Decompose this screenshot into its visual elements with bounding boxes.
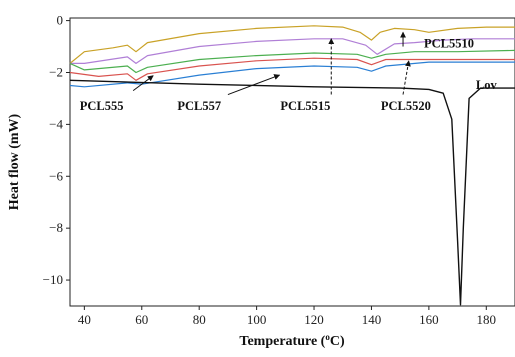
series-line-gold — [69, 25, 515, 64]
annotation-arrow-pcl5520 — [402, 60, 411, 95]
arrow-layer — [132, 31, 411, 96]
series-layer — [69, 25, 515, 306]
x-tick-label: 60 — [135, 312, 148, 327]
x-tick-label: 40 — [78, 312, 91, 327]
series-label-pcl5520: PCL5520 — [381, 99, 431, 113]
x-tick-label: 120 — [304, 312, 324, 327]
plot-frame — [69, 17, 515, 307]
y-tick-label: −10 — [43, 272, 63, 287]
x-tick-label: 140 — [362, 312, 382, 327]
x-axis-title-superscript: o — [325, 332, 330, 342]
x-tick-label: 160 — [419, 312, 439, 327]
x-axis-title-part-1: Temperature ( — [239, 334, 325, 349]
y-axis-ticks: 0 −2 −4 −6 −8 −10 — [43, 13, 70, 287]
series-line-red — [69, 57, 515, 81]
series-label-lov: Lov — [476, 78, 498, 92]
annotation-layer: PCL555 PCL557 PCL5515 PCL5520 PCL5510 Lov — [80, 37, 498, 113]
y-axis-title: Heat flow (mW) — [7, 113, 22, 210]
x-tick-label: 80 — [193, 312, 206, 327]
series-line-green — [69, 49, 515, 74]
series-label-pcl5510: PCL5510 — [424, 37, 474, 51]
series-label-pcl5515: PCL5515 — [280, 99, 330, 113]
x-tick-label: 100 — [247, 312, 267, 327]
annotation-arrow-pcl557 — [227, 74, 281, 96]
annotation-arrow-pcl555 — [132, 75, 154, 92]
series-label-pcl555: PCL555 — [80, 99, 124, 113]
x-tick-label: 180 — [477, 312, 497, 327]
x-axis-title-part-2: C) — [330, 334, 345, 349]
y-tick-label: 0 — [57, 13, 64, 28]
series-line-blue — [69, 61, 515, 88]
y-tick-label: −4 — [49, 116, 63, 131]
series-line-black — [69, 79, 515, 306]
y-tick-label: −6 — [49, 168, 63, 183]
x-axis-title: Temperature (oC) — [239, 332, 345, 349]
series-label-pcl557: PCL557 — [177, 99, 221, 113]
y-tick-label: −8 — [49, 220, 63, 235]
y-tick-label: −2 — [49, 64, 63, 79]
x-axis-ticks: 40 60 80 100 120 140 160 180 — [78, 306, 496, 327]
